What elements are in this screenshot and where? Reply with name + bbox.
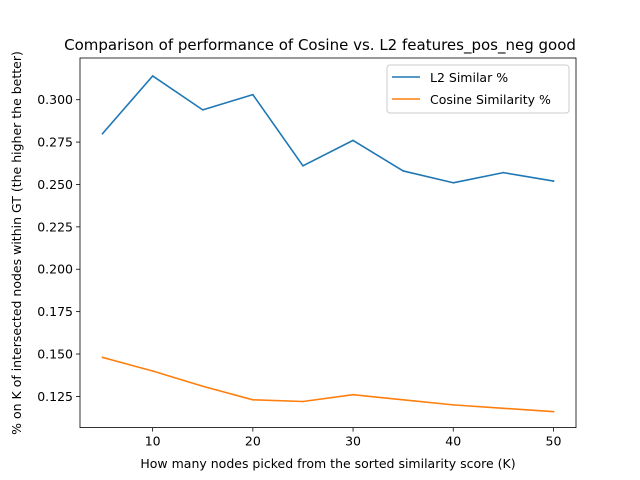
x-axis-ticks: 10 20 30 40 50 bbox=[145, 427, 562, 449]
data-point-0-8 bbox=[502, 171, 505, 174]
y-tick-label-7: 0.300 bbox=[37, 92, 73, 107]
legend-box bbox=[386, 64, 570, 114]
x-tick-label-3: 40 bbox=[445, 434, 461, 449]
x-tick-label-4: 50 bbox=[546, 434, 562, 449]
data-point-0-7 bbox=[452, 181, 455, 184]
chart-title: Comparison of performance of Cosine vs. … bbox=[64, 36, 576, 55]
x-axis-label: How many nodes picked from the sorted si… bbox=[140, 456, 515, 471]
y-tick-label-0: 0.125 bbox=[37, 389, 73, 404]
data-point-0-4 bbox=[302, 165, 304, 167]
y-tick-label-5: 0.250 bbox=[37, 177, 73, 192]
data-point-1-7 bbox=[452, 404, 455, 406]
x-tick-label-1: 20 bbox=[245, 434, 261, 449]
y-axis-label: % on K of intersected nodes within GT (t… bbox=[9, 51, 24, 435]
y-axis-ticks: 0.125 0.150 0.175 0.200 0.225 0.250 0.275 0.300 bbox=[37, 92, 80, 404]
legend: L2 Similar % Cosine Similarity % bbox=[386, 64, 570, 114]
legend-label-cosine: Cosine Similarity % bbox=[430, 92, 551, 107]
data-point-1-5 bbox=[352, 393, 354, 396]
series-line-1 bbox=[101, 356, 555, 413]
data-point-0-1 bbox=[151, 75, 154, 77]
y-tick-label-4: 0.225 bbox=[37, 219, 73, 234]
data-point-0-3 bbox=[252, 93, 254, 96]
y-tick-label-3: 0.200 bbox=[37, 262, 73, 277]
x-tick-label-2: 30 bbox=[345, 434, 361, 449]
data-point-1-9 bbox=[552, 410, 555, 413]
data-point-0-0 bbox=[101, 132, 104, 135]
y-tick-label-2: 0.175 bbox=[37, 304, 73, 319]
data-point-1-2 bbox=[201, 385, 204, 388]
data-point-0-9 bbox=[552, 180, 555, 182]
data-point-0-2 bbox=[201, 109, 204, 111]
x-tick-label-0: 10 bbox=[145, 434, 161, 449]
data-point-1-4 bbox=[302, 400, 304, 403]
legend-label-l2: L2 Similar % bbox=[430, 70, 508, 85]
data-point-0-5 bbox=[352, 139, 354, 142]
plot-frame bbox=[79, 57, 577, 429]
data-point-1-0 bbox=[101, 356, 104, 359]
data-point-0-6 bbox=[402, 170, 404, 172]
series-line-0 bbox=[101, 75, 555, 184]
y-tick-label-6: 0.275 bbox=[37, 135, 73, 150]
data-point-1-1 bbox=[151, 370, 154, 372]
y-tick-label-1: 0.150 bbox=[37, 347, 73, 362]
data-point-1-8 bbox=[502, 407, 505, 410]
data-point-1-6 bbox=[402, 399, 404, 401]
series-layer bbox=[101, 75, 555, 413]
data-point-1-3 bbox=[252, 399, 254, 401]
